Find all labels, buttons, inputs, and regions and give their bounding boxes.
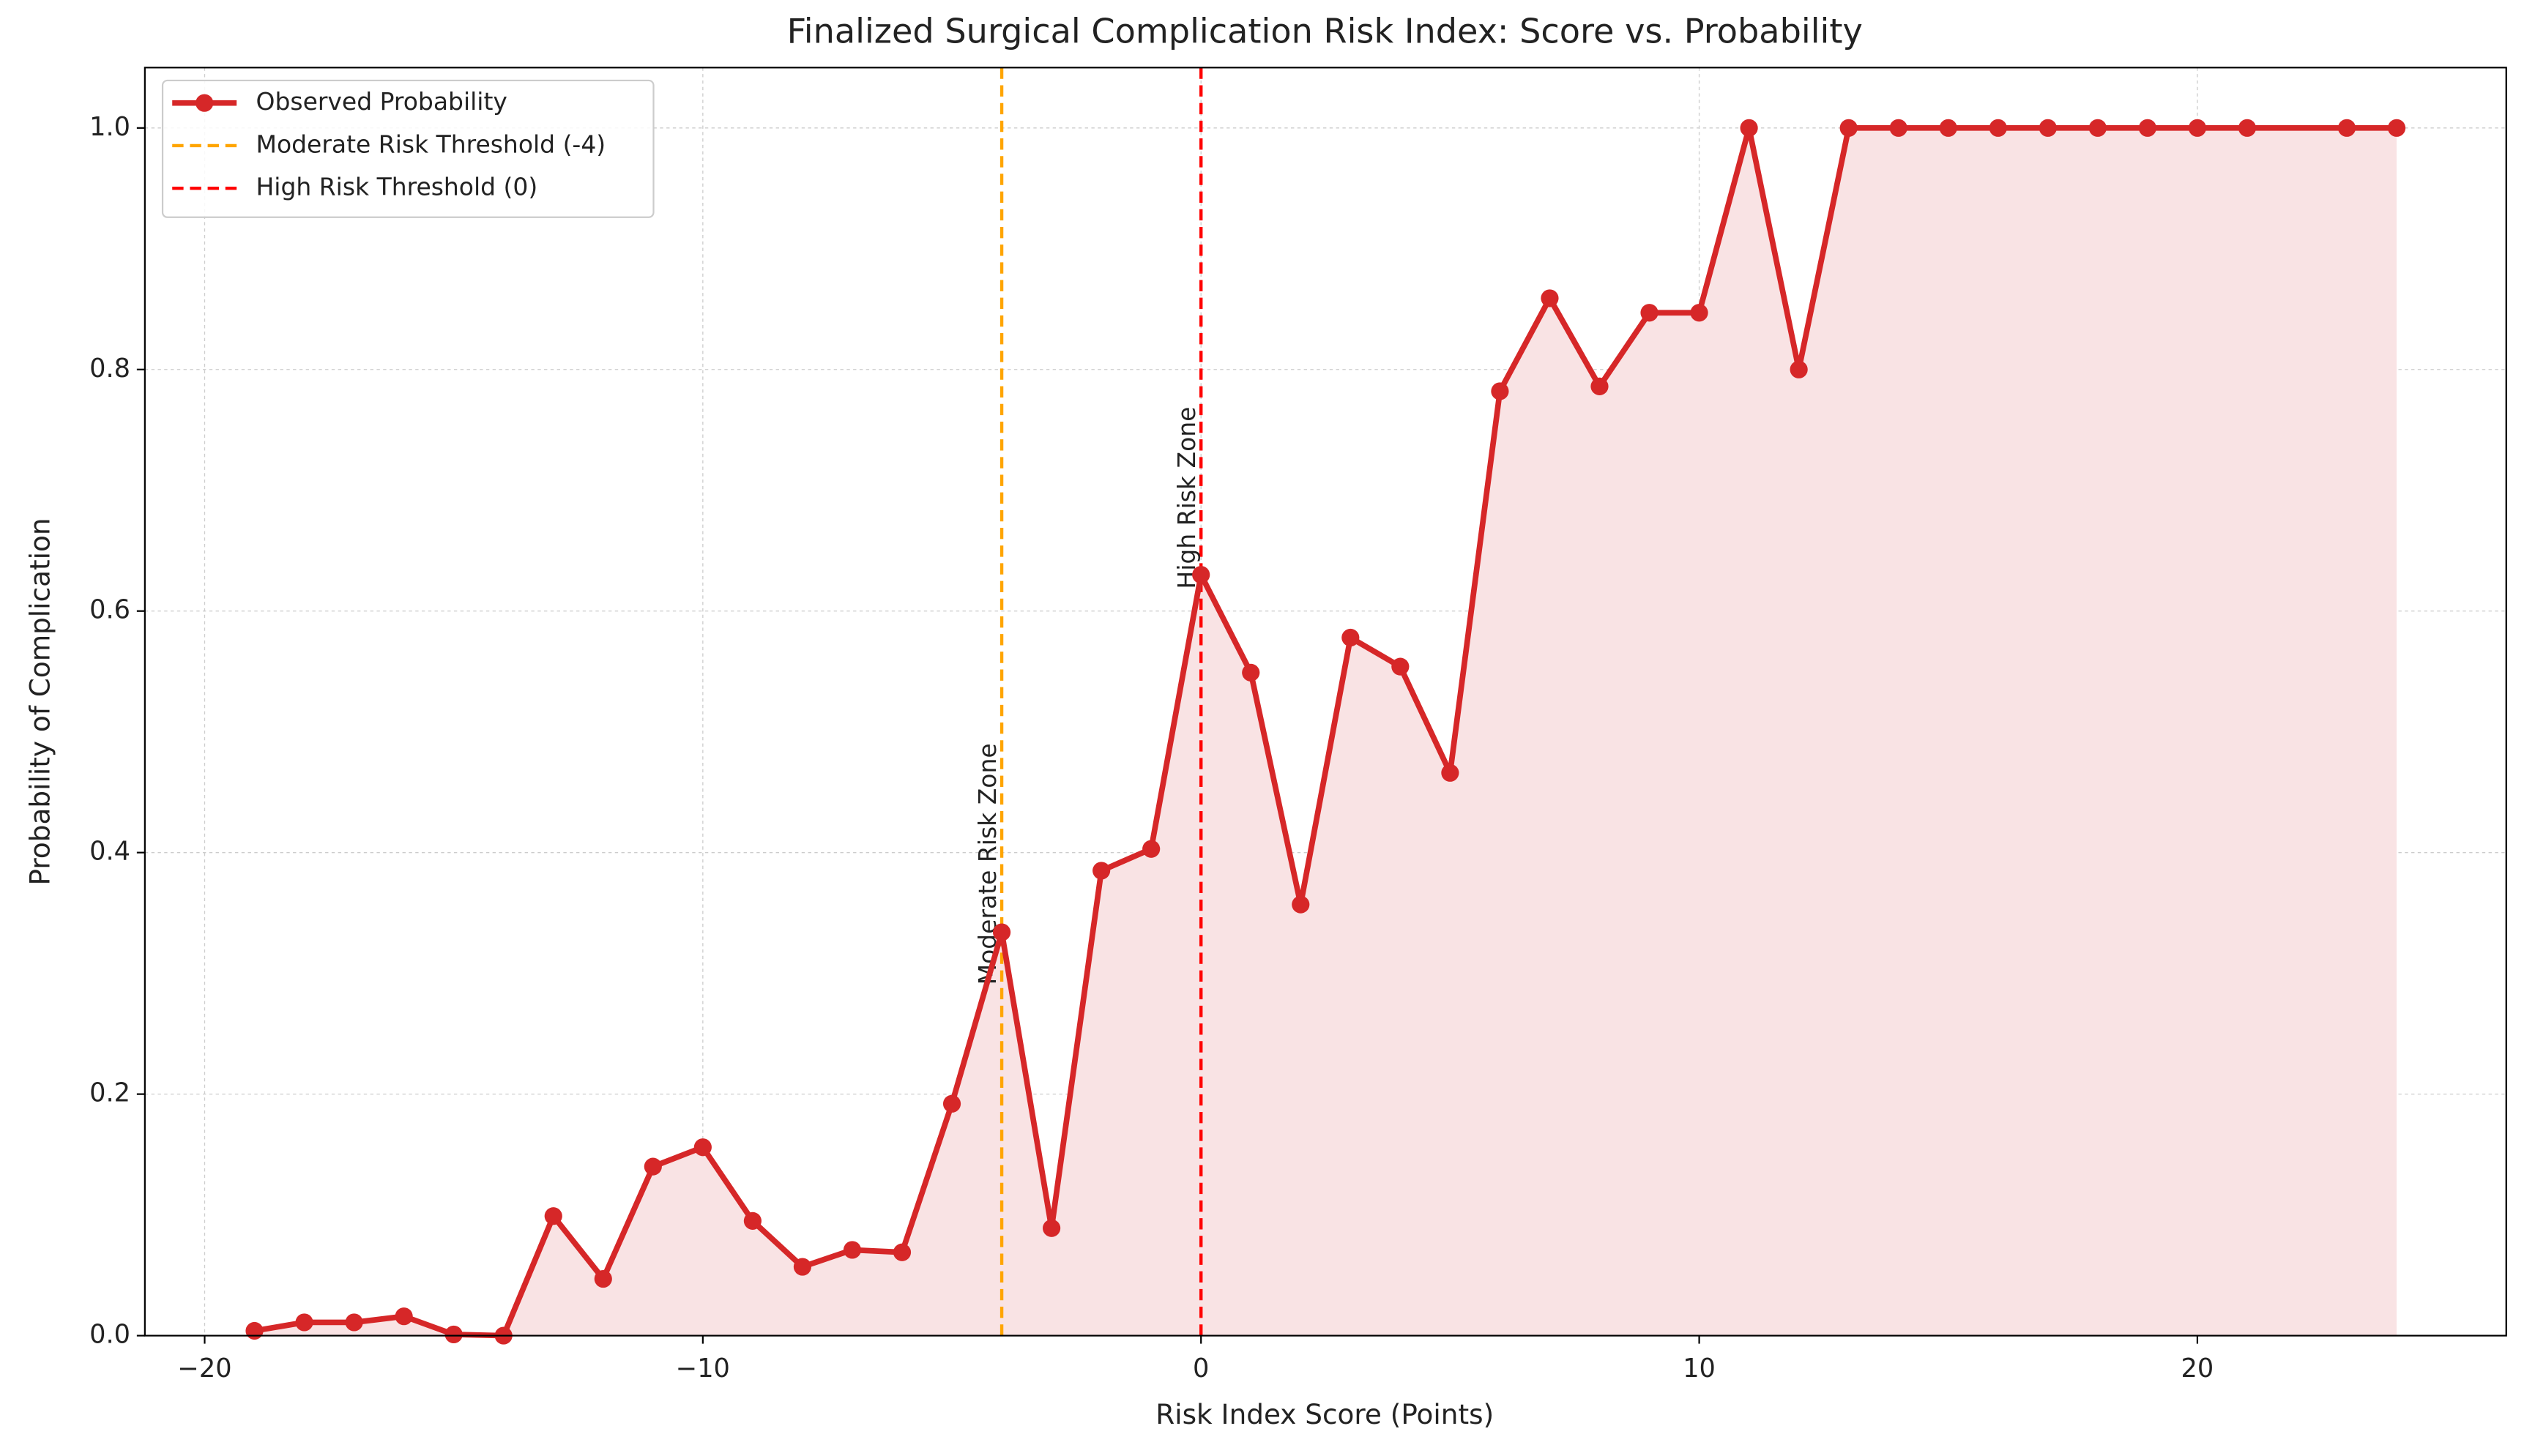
data-point [1491,382,1509,400]
data-point [693,1138,712,1157]
data-point [1341,628,1360,647]
data-point [2138,119,2156,137]
data-point [793,1258,812,1276]
x-tick-label: 0 [1193,1354,1209,1384]
data-point [2387,119,2406,137]
data-point [1391,657,1410,676]
data-point [1740,119,1758,137]
data-point [444,1325,463,1344]
chart-title: Finalized Surgical Complication Risk Ind… [787,12,1863,51]
area-fill [254,127,2397,1336]
data-point [1590,377,1609,395]
legend: Observed Probability Moderate Risk Thresh… [161,79,655,218]
legend-label: High Risk Threshold (0) [256,173,538,201]
data-point [1541,289,1559,307]
data-point [1092,862,1111,880]
data-point [1192,566,1210,584]
legend-label: Observed Probability [256,87,507,116]
data-point [1292,895,1310,914]
data-point [2188,119,2207,137]
data-point [1690,304,1708,322]
x-axis-label: Risk Index Score (Points) [1155,1398,1494,1430]
x-tick-label: −20 [177,1354,231,1384]
data-point [644,1157,662,1176]
data-point [1242,663,1260,682]
x-tick-label: −10 [676,1354,730,1384]
data-point [1839,119,1858,137]
data-point [594,1269,612,1288]
data-point [1043,1219,1061,1237]
data-point [395,1307,413,1326]
y-tick-label: 0.0 [89,1320,130,1350]
data-point [942,1094,961,1113]
data-point [743,1212,762,1230]
y-tick-label: 0.6 [89,595,130,625]
legend-box [161,79,655,218]
data-point [2088,119,2107,137]
legend-swatch-marker [196,94,214,112]
data-point [295,1313,313,1332]
data-point [544,1207,562,1225]
chart-root: Finalized Surgical Complication Risk Ind… [24,12,2507,1430]
data-point [1939,119,1957,137]
x-tick-label: 10 [1683,1354,1716,1384]
y-tick-label: 1.0 [89,112,130,142]
legend-label: Moderate Risk Threshold (-4) [256,130,606,158]
y-tick-label: 0.8 [89,354,130,384]
x-tick-label: 20 [2181,1354,2214,1384]
data-point [2337,119,2356,137]
data-point [1142,840,1161,858]
y-tick-label: 0.2 [89,1078,130,1108]
y-tick-label: 0.4 [89,837,130,867]
data-point [345,1313,363,1332]
data-point [843,1241,862,1259]
plot-frame [144,67,2507,1337]
y-axis-label: Probability of Complication [24,518,56,885]
data-point [1790,360,1808,378]
data-point [1889,119,1907,137]
data-point [2039,119,2057,137]
data-point [1989,119,2007,137]
data-point [245,1321,264,1340]
data-point [1441,764,1459,782]
data-point [1640,304,1659,322]
data-point [893,1243,912,1261]
threshold-annotation: High Risk Zone [1172,407,1201,589]
data-point [2238,119,2257,137]
data-point [992,923,1011,941]
